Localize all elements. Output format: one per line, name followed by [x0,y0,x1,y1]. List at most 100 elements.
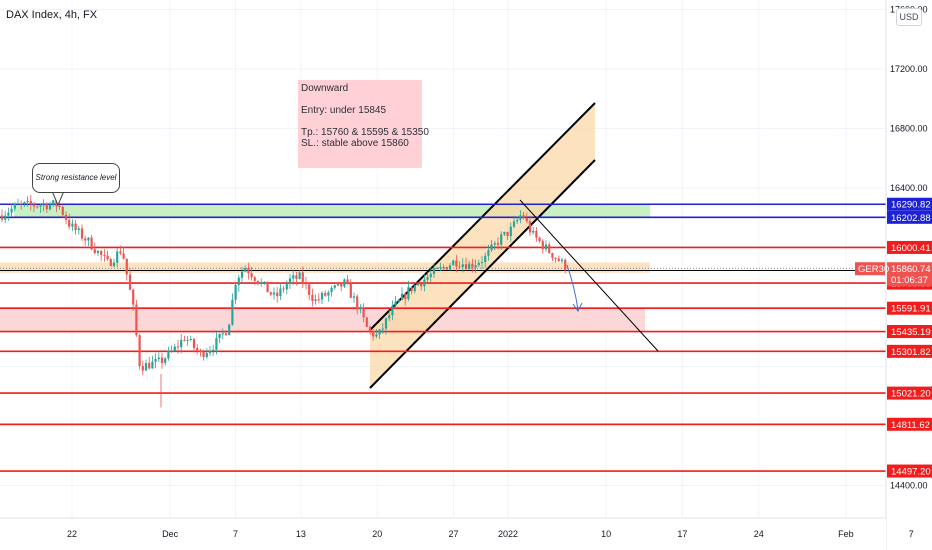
candle-body [231,299,234,325]
candle-body [404,293,407,300]
candle-body [445,267,448,270]
candle-body [496,243,500,245]
candle-body [484,255,487,262]
candle-body [407,287,410,300]
level-price-tag [887,197,932,211]
candle-body [74,223,77,231]
candle-body [330,287,333,293]
level-price-label: 15021.20 [891,389,931,400]
candle-body [423,279,426,287]
candle-body [391,305,394,316]
candle-body [448,265,452,270]
candle-body [100,250,103,256]
candle-body [160,357,164,363]
candle-body [365,317,368,327]
price-axis: 17600.0017200.0016800.0016400.0014400.00… [855,0,932,550]
candle-body [240,271,244,278]
trade-note[interactable]: Downward Entry: under 15845 Tp.: 15760 &… [298,80,429,168]
candle-body [13,204,16,209]
candle-body [132,289,135,305]
level-price-label: 14497.20 [891,467,931,478]
level-price-tag [887,240,932,254]
candle-body [535,230,538,238]
candle-body [349,283,352,298]
candle-body [432,268,436,274]
candle-body [96,250,100,253]
time-tick-label: 24 [754,529,764,539]
symbol-label: GER30 [858,264,889,275]
resistance-callout[interactable]: Strong resistance level [32,163,120,193]
time-tick-label: 7 [233,529,238,539]
candle-body [144,362,148,371]
candle-body [532,230,535,233]
current-price-tag [887,262,932,287]
candle-body [311,294,314,302]
level-price-label: 16000.41 [891,243,931,254]
level-price-label: 16290.82 [891,200,931,211]
candle-body [16,203,20,205]
candle-body [522,215,525,218]
time-tick-label: Dec [162,529,179,539]
countdown-label: 01:06:37 [891,275,928,286]
price-tick-label: 16400.00 [890,183,928,193]
candle-body [164,358,167,363]
level-price-tag [887,464,932,478]
candle-body [426,277,429,280]
candle-body [42,204,45,206]
candles [0,194,567,408]
candle-body [237,277,240,286]
candle-body [320,292,324,300]
candle-body [141,365,144,371]
candle-body [256,280,260,284]
time-tick-label: 27 [448,529,458,539]
candle-body [250,273,253,278]
candle-body [266,281,269,293]
horizontal-levels [0,203,886,472]
candle-body [205,352,208,358]
candle-body [20,203,23,205]
candle-body [487,250,490,256]
candle-body [39,205,42,207]
candle-body [410,287,413,292]
time-tick-label: 17 [677,529,687,539]
candle-body [429,273,432,278]
candle-body [295,275,298,279]
candle-body [10,208,13,213]
symbol-tag [855,262,885,276]
candle-body [340,282,343,287]
candle-body [343,279,346,287]
candle-body [394,301,397,306]
candle-body [157,357,160,360]
candle-body [276,292,279,297]
price-zone [0,308,645,332]
channel-fill [370,103,595,388]
candle-body [215,338,218,350]
candle-body [381,328,384,330]
note-line-direction: Downward [301,83,349,94]
time-axis: 22 Dec 7 13 20 27 2022 10 17 24 Feb 7 [0,517,914,550]
candle-body [560,259,564,262]
candle-body [77,228,80,231]
candle-body [304,283,308,285]
currency-button[interactable]: USD [896,8,922,26]
candle-body [180,339,183,348]
candle-body [317,299,320,301]
candle-body [128,274,132,290]
price-tick-label: 16800.00 [890,124,928,134]
candle-body [308,284,311,295]
candle-body [186,339,189,341]
candle-body [464,264,468,270]
downtrend-line [519,199,659,352]
price-zone [0,262,650,273]
candle-body [378,329,381,335]
candle-body [452,260,455,266]
level-price-tag [887,210,932,224]
candle-body [202,351,205,358]
candle-body [23,202,26,204]
candle-body [400,293,404,300]
candle-body [183,339,186,341]
candle-body [68,219,71,227]
candle-body [541,241,544,250]
candle-body [544,244,548,250]
